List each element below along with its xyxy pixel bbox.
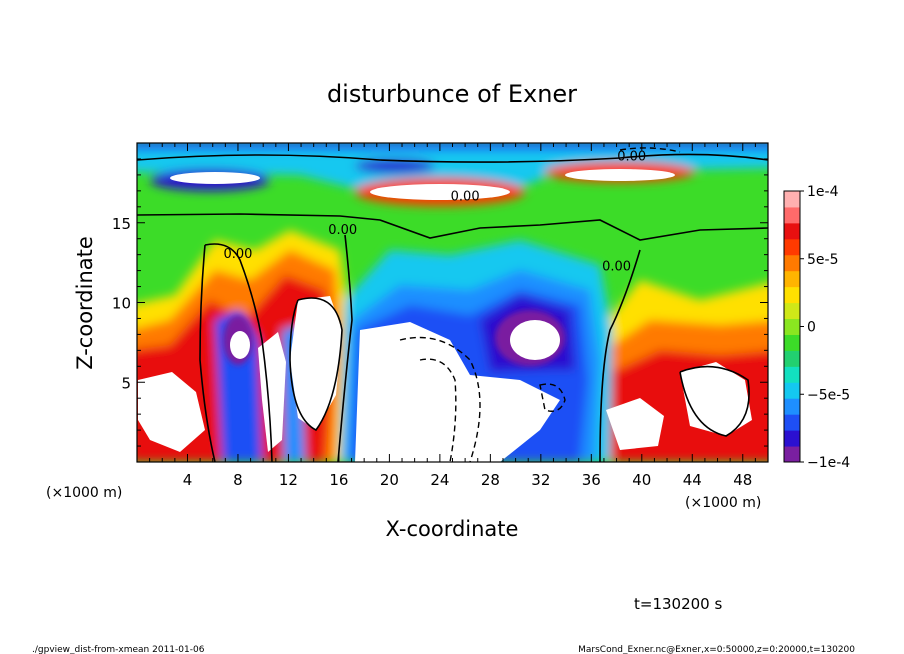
white-patch-e: [606, 398, 664, 450]
contour-label: 0.00: [223, 247, 252, 262]
contour-neg-a: [399, 336, 481, 462]
colorbar-swatch: [784, 350, 800, 367]
x-tick-label: 44: [683, 471, 702, 489]
footer-left: ./gpview_dist-from-xmean 2011-01-06: [32, 645, 205, 654]
colorbar-tick-label: −1e-4: [807, 455, 850, 471]
white-patch-center: [355, 322, 560, 462]
field-top-band: [137, 143, 768, 154]
x-tick-label: 16: [329, 471, 348, 489]
white-patch-f: [510, 320, 560, 360]
x-unit-left: (×1000 m): [46, 485, 122, 501]
field-upper-blue-lens-2: [355, 159, 435, 173]
colorbar-swatch: [784, 222, 800, 240]
contour-lines: [137, 153, 768, 462]
colorbar: 1e-4 5e-5 0 −5e-5 −1e-4: [783, 184, 850, 471]
contour-zero-upper: [137, 213, 768, 241]
colorbar-swatch: [784, 302, 800, 320]
x-tick-label: 28: [481, 471, 500, 489]
white-patch-top-b: [370, 184, 510, 200]
contour-zero-right: [599, 249, 641, 462]
x-tick-label: 48: [733, 471, 752, 489]
colorbar-tick-label: 0: [807, 320, 816, 336]
colorbar-tick-label: −5e-5: [807, 387, 850, 403]
colorbar-swatch: [784, 382, 800, 399]
colorbar-swatch: [784, 270, 800, 288]
colorbar-swatch: [784, 446, 800, 463]
y-tick-label: 15: [112, 215, 131, 233]
colorbar-swatch: [784, 366, 800, 383]
colorbar-swatch: [784, 286, 800, 304]
y-axis-label: Z-coordinate: [73, 236, 97, 370]
contour-zero-left-2: [199, 244, 216, 462]
x-tick-label: 4: [183, 471, 193, 489]
heatmap-field: 0.00 0.00 0.00 0.00 0.00: [137, 143, 768, 462]
white-patch-g: [230, 331, 250, 359]
y-axis: 5 10 15: [112, 158, 768, 447]
y-tick-label: 10: [112, 295, 131, 313]
x-tick-label: 20: [380, 471, 399, 489]
contour-negative: [399, 147, 681, 462]
x-tick-label: 32: [531, 471, 550, 489]
colorbar-swatch: [784, 191, 800, 208]
white-patch-top-c: [565, 169, 675, 181]
contour-neg-top: [619, 147, 681, 153]
y-tick-label: 5: [121, 374, 131, 392]
colorbar-tick-label: 5e-5: [807, 252, 838, 268]
x-tick-label: 36: [582, 471, 601, 489]
contour-neg-b: [419, 358, 457, 462]
saturated-patches: [138, 169, 752, 462]
contour-closed-a: [289, 297, 343, 432]
colorbar-swatch: [784, 318, 800, 335]
footer-right: MarsCond_Exner.nc@Exner,x=0:50000,z=0:20…: [578, 645, 855, 654]
contour-label-layer: 0.00 0.00 0.00 0.00 0.00: [223, 150, 646, 275]
colorbar-tick-label: 1e-4: [807, 184, 839, 200]
x-tick-label: 40: [632, 471, 651, 489]
white-patch-top-a: [170, 172, 260, 184]
contour-top: [137, 153, 768, 163]
white-patch-c: [138, 372, 205, 452]
time-annotation: t=130200 s: [634, 595, 722, 613]
x-tick-label: 8: [233, 471, 243, 489]
contour-label: 0.00: [451, 189, 480, 204]
x-tick-label: 24: [430, 471, 449, 489]
x-unit-right: (×1000 m): [685, 495, 761, 511]
colorbar-swatch: [784, 414, 800, 431]
contour-neg-c: [539, 383, 566, 412]
x-axis: 4 8 12 16 20 24 28 32 36 40 44 48: [149, 143, 756, 489]
contour-label: 0.00: [328, 223, 357, 238]
x-tick-label: 12: [279, 471, 298, 489]
contour-zero-left: [204, 243, 273, 462]
chart-title: disturbunce of Exner: [327, 80, 577, 108]
contour-label: 0.00: [602, 260, 631, 275]
contour-zero-mid: [337, 234, 353, 462]
colorbar-swatch: [784, 398, 800, 415]
contour-label: 0.00: [617, 150, 646, 165]
x-axis-label: X-coordinate: [386, 517, 519, 541]
colorbar-swatch: [784, 430, 800, 447]
white-patch-a: [290, 296, 342, 430]
contour-closed-b: [679, 365, 750, 437]
colorbar-swatch: [784, 254, 800, 272]
colorbar-swatch: [784, 206, 800, 224]
colorbar-swatch: [784, 334, 800, 351]
colorbar-swatch: [784, 238, 800, 256]
